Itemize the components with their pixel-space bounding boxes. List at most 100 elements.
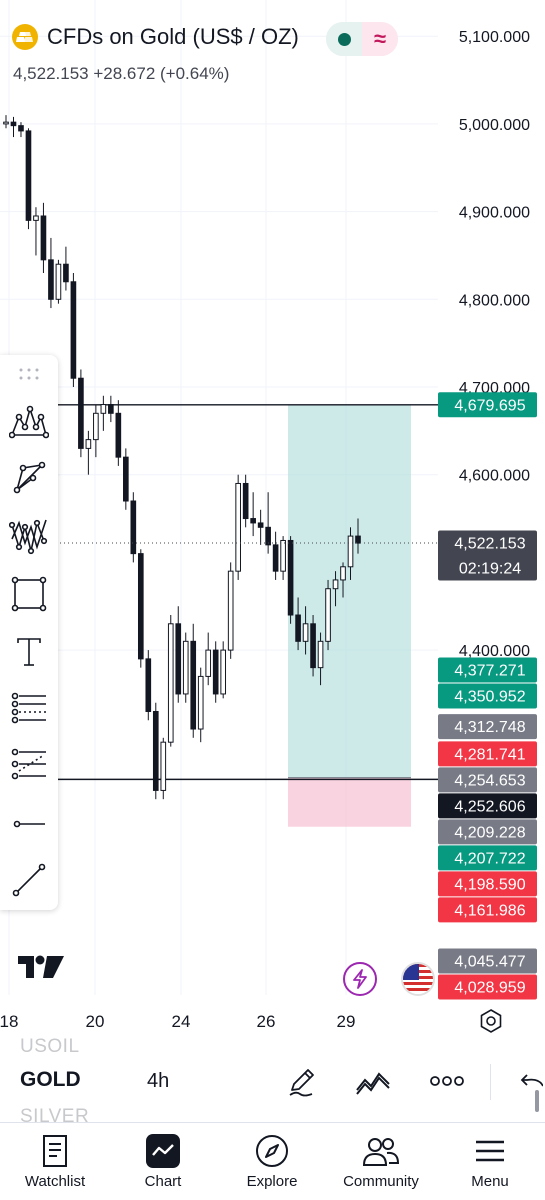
candle-body <box>272 544 279 572</box>
candle-body <box>78 377 84 449</box>
candle-body <box>167 623 174 743</box>
candle-body <box>93 412 99 441</box>
candle-body <box>332 579 339 590</box>
price-label: 4,207.722 <box>454 850 525 867</box>
candle-body <box>355 535 361 544</box>
candle-body <box>115 412 122 458</box>
candle-body <box>85 439 92 449</box>
pencil-icon[interactable] <box>286 1066 318 1098</box>
price-label-bg <box>438 714 537 740</box>
price-label-bg <box>438 767 537 793</box>
candle-body <box>257 522 264 528</box>
x-tick-label: 20 <box>86 1012 105 1031</box>
fib-extension-tool-icon[interactable] <box>8 743 50 785</box>
price-label: 4,350.952 <box>454 689 525 706</box>
nav-label: Watchlist <box>24 1173 86 1190</box>
y-tick-label: 4,800.000 <box>459 292 530 309</box>
triangle-tool-icon[interactable] <box>8 457 50 499</box>
drag-handle-icon[interactable] <box>18 367 40 381</box>
nav-watchlist[interactable]: Watchlist <box>5 1123 105 1200</box>
symbol-next[interactable]: SILVER <box>20 1106 90 1127</box>
nav-chart[interactable]: Chart <box>113 1123 213 1200</box>
candle-body <box>10 121 17 127</box>
candle-body <box>33 215 39 221</box>
price-label-bg <box>438 819 537 845</box>
candle-body <box>347 535 354 568</box>
symbol-current[interactable]: GOLD <box>20 1068 81 1091</box>
symbol-prev[interactable]: USOIL <box>20 1036 80 1057</box>
indicators-icon[interactable] <box>355 1066 391 1098</box>
market-open-dot-icon[interactable] <box>326 22 362 56</box>
candle-body <box>212 649 219 695</box>
candle-body <box>152 710 159 791</box>
wave-tool-icon[interactable] <box>8 515 50 557</box>
candle-body <box>280 539 286 572</box>
price-label-bg <box>438 897 537 923</box>
text-tool-icon[interactable] <box>8 631 50 673</box>
pattern-tool-icon[interactable] <box>8 401 50 443</box>
community-icon <box>362 1138 400 1166</box>
profit-zone <box>288 404 411 778</box>
price-label: 4,312.748 <box>454 719 525 736</box>
us-flag-icon[interactable] <box>401 962 435 996</box>
nav-menu[interactable]: Menu <box>440 1123 540 1200</box>
menu-icon <box>476 1140 504 1162</box>
y-tick-label: 5,000.000 <box>459 117 530 134</box>
lightning-icon[interactable] <box>343 962 377 996</box>
candle-body <box>265 526 271 546</box>
x-tick-label: 29 <box>337 1012 356 1031</box>
settings-icon[interactable] <box>478 1008 504 1034</box>
candle-body <box>160 741 167 791</box>
price-label-bg <box>438 871 537 897</box>
y-tick-label: 4,900.000 <box>459 205 530 222</box>
price-label-bg <box>438 683 537 709</box>
candle-body <box>108 404 114 414</box>
price-label: 4,209.228 <box>454 824 525 841</box>
trend-line-tool-icon[interactable] <box>8 859 50 901</box>
horizontal-line-tool-icon[interactable] <box>8 803 50 845</box>
nav-community[interactable]: Community <box>331 1123 431 1200</box>
x-tick-label: 26 <box>257 1012 276 1031</box>
more-icon[interactable] <box>430 1074 464 1088</box>
fib-retracement-tool-icon[interactable] <box>8 687 50 729</box>
candle-body <box>55 263 62 300</box>
candle-body <box>137 553 144 660</box>
price-label: 4,281.741 <box>454 746 525 763</box>
y-tick-label: 4,400.000 <box>459 643 530 660</box>
candle-body <box>63 263 69 283</box>
candle-body <box>340 566 346 581</box>
approx-icon[interactable]: ≈ <box>362 22 398 56</box>
candle-body <box>48 259 54 300</box>
interval-selector[interactable]: 4h <box>147 1070 170 1092</box>
compass-icon <box>256 1135 288 1167</box>
price-label-bg <box>438 657 537 683</box>
candle-body <box>3 121 9 125</box>
price-label-bg <box>438 392 537 418</box>
candle-body <box>130 500 137 555</box>
price-label: 4,028.959 <box>454 980 525 997</box>
candle-body <box>227 570 234 651</box>
nav-explore[interactable]: Explore <box>222 1123 322 1200</box>
price-label-bg <box>438 845 537 871</box>
undo-icon[interactable] <box>519 1070 543 1094</box>
candle-body <box>123 456 129 502</box>
candle-body <box>295 614 301 642</box>
x-tick-label: 18 <box>0 1012 18 1031</box>
candle-body <box>325 588 331 642</box>
chart-area[interactable]: 5,100.000 5,000.000 4,900.000 4,800.000 4,70… <box>0 0 545 1040</box>
candle-body <box>242 482 249 520</box>
quote-line: 4,522.153 +28.672 (+0.64%) <box>13 64 230 83</box>
candlestick-chart[interactable]: 5,100.0005,000.0004,900.0004,800.0004,70… <box>0 0 545 1040</box>
market-status-pill[interactable]: ≈ <box>326 22 398 56</box>
scroll-thumb[interactable] <box>535 1090 539 1112</box>
candle-body <box>287 539 294 616</box>
rectangle-tool-icon[interactable] <box>8 573 50 615</box>
symbol-header[interactable]: CFDs on Gold (US$ / OZ) <box>12 24 299 50</box>
price-label-bg <box>438 793 537 819</box>
candle-body <box>317 640 324 669</box>
gold-logo-icon <box>12 24 38 50</box>
countdown-label: 02:19:24 <box>459 560 521 577</box>
candle-body <box>18 125 24 132</box>
candle-body <box>190 640 197 730</box>
candle-body <box>182 640 189 695</box>
